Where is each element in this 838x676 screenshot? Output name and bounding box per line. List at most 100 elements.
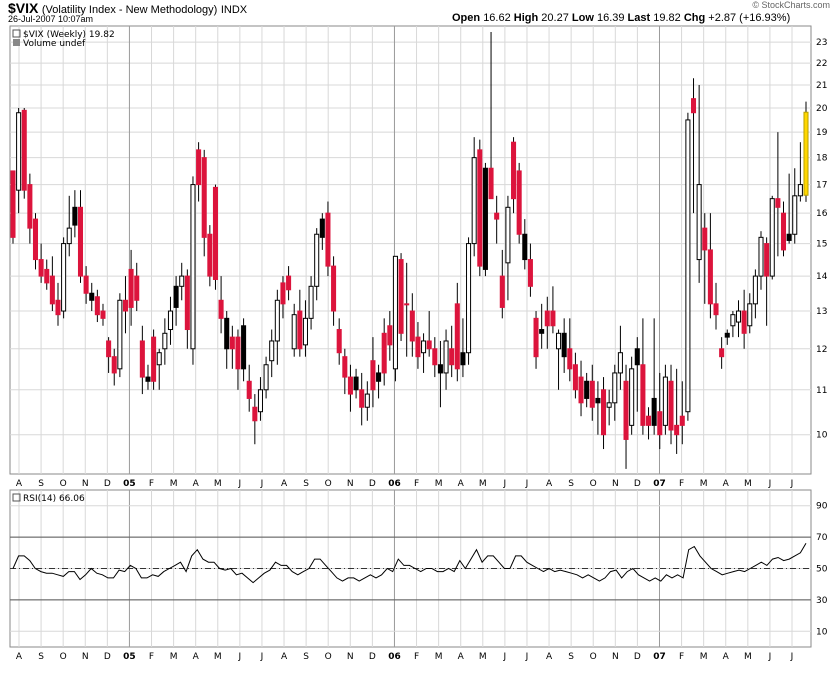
candle-body [662, 376, 668, 426]
candle-body [449, 348, 455, 366]
candle-body [780, 212, 787, 251]
rsi-legend: RSI(14) 66.06 [23, 494, 85, 504]
candle-body [212, 186, 218, 280]
candle-body [606, 402, 612, 408]
candle [134, 262, 140, 312]
candle-body [392, 255, 398, 370]
x-tick-label: M [700, 652, 708, 662]
x-tick-label: M [214, 479, 222, 489]
candle [331, 256, 337, 326]
candle-body [111, 356, 117, 374]
candle-body [679, 415, 685, 426]
candle-body [690, 98, 697, 114]
candle-body [482, 167, 488, 270]
symbol: $VIX [8, 0, 39, 16]
candle-body [359, 389, 365, 408]
candle [803, 101, 809, 202]
candle [246, 364, 252, 412]
candle-body [100, 310, 106, 319]
candle [179, 262, 185, 301]
candle [617, 325, 623, 390]
x-tick-label: O [590, 652, 597, 662]
candle-body [27, 184, 33, 229]
x-tick-label: 06 [388, 479, 401, 489]
candle [556, 329, 562, 390]
candle-body [342, 356, 348, 378]
candle-body [409, 310, 415, 342]
candle [482, 162, 488, 277]
candle-body [162, 332, 168, 350]
candle-body [207, 233, 213, 277]
candle [10, 170, 16, 244]
candle [66, 195, 72, 257]
candle [606, 389, 612, 426]
candle-body [640, 364, 646, 426]
quote-bar: Open 16.62 High 20.27 Low 16.39 Last 19.… [452, 12, 790, 24]
candle-body [719, 348, 725, 358]
candle-body [437, 364, 443, 374]
candle-body [516, 170, 522, 235]
candle-body [257, 389, 263, 413]
candle [646, 407, 652, 440]
rsi-tick-label: 50 [816, 565, 828, 575]
candle [752, 269, 758, 319]
candle [702, 213, 708, 304]
candle-body [432, 348, 438, 366]
price-tick-label: 17 [816, 181, 827, 191]
x-tick-label: J [238, 652, 242, 662]
rsi-reference-lines [10, 536, 811, 601]
candle-body [302, 317, 308, 346]
candle-body [308, 285, 314, 319]
candle [668, 364, 674, 445]
candle-body [623, 380, 629, 440]
price-tick-label: 23 [816, 38, 827, 48]
candle [263, 356, 269, 399]
x-tick-label: A [546, 652, 553, 662]
candle [392, 255, 398, 382]
candle [370, 337, 376, 408]
candle [241, 318, 247, 382]
candle [286, 266, 292, 301]
candle-body [235, 336, 241, 370]
candle-body [617, 352, 623, 374]
candle [94, 289, 100, 323]
candle-body [151, 336, 157, 382]
candle-body [696, 184, 702, 261]
price-axis: 10 11 12 13 14 15 16 17 18 19 20 21 22 23 [816, 38, 828, 441]
candle [421, 333, 427, 373]
price-panel [9, 25, 812, 475]
candle [572, 352, 578, 399]
price-tick-label: 20 [816, 104, 828, 114]
candle-body [291, 314, 297, 350]
candle [657, 372, 663, 450]
candle [488, 31, 494, 200]
high-label: High [513, 12, 539, 24]
candle [167, 296, 173, 345]
candle [269, 329, 275, 378]
candle-body [685, 119, 691, 413]
security-name: (Volatility Index - New Methodology) [41, 4, 218, 16]
candle [713, 282, 719, 330]
x-tick-label: N [347, 652, 354, 662]
price-tick-label: 22 [816, 59, 827, 69]
x-tick-label: A [16, 479, 23, 489]
x-tick-label: D [634, 479, 641, 489]
candle [499, 249, 505, 319]
candle [595, 381, 601, 435]
x-tick-label: J [503, 479, 507, 489]
x-tick-label: J [525, 652, 529, 662]
x-tick-label: O [590, 479, 597, 489]
candle [224, 311, 230, 369]
x-tick-label: M [479, 479, 487, 489]
rsi-line [12, 543, 807, 584]
candle [775, 132, 781, 257]
volume-legend-icon [13, 39, 20, 46]
candle [201, 149, 207, 257]
candle [83, 266, 89, 304]
candle-body [297, 310, 303, 350]
candle-body [572, 364, 578, 391]
candle-body [634, 348, 640, 366]
candle-body [325, 212, 331, 267]
x-tick-label: S [568, 479, 574, 489]
